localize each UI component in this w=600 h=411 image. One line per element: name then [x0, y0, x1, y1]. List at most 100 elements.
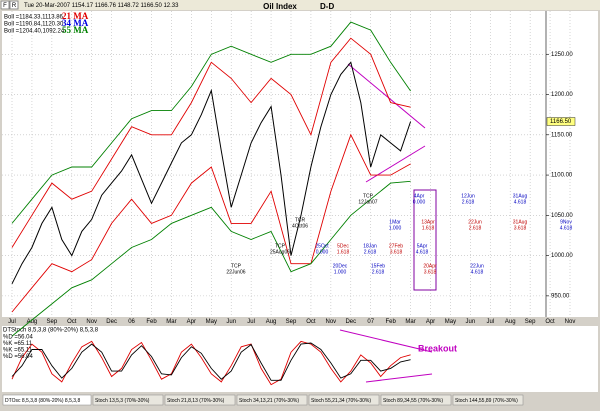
legend-label: Boll =1204.40,1092.24	[4, 29, 65, 35]
projection-ratio: 22Jun06	[226, 269, 245, 275]
tab-label[interactable]: Stoch 55,21,34 (70%-30%)	[311, 398, 371, 404]
tab-label[interactable]: Stoch 89,34,55 (70%-30%)	[383, 398, 443, 404]
x-tick-label: Aug	[27, 319, 38, 325]
x-tick-label: Jul	[247, 319, 255, 325]
projection-box	[413, 189, 437, 291]
tab[interactable]	[2, 394, 92, 406]
projection-ratio: 4.618	[471, 269, 484, 275]
tab[interactable]	[452, 394, 524, 406]
tab-label[interactable]: Stoch 34,13,21 (70%-30%)	[239, 398, 299, 404]
y-tick-label: 1150.00	[551, 132, 573, 138]
y-tick-label: 1050.00	[551, 213, 573, 219]
projection-date: 13Apr	[421, 219, 435, 225]
projection-ratio: 4.618	[514, 199, 527, 205]
series-line	[11, 133, 411, 313]
projection-ratio: 2.618	[469, 225, 482, 231]
button[interactable]	[9, 0, 19, 10]
projection-ratio: 3.618	[424, 269, 437, 275]
annotation: Breakout	[418, 343, 457, 353]
legend-name: 55 MA	[62, 25, 89, 35]
y-tick-label: 950.00	[551, 293, 570, 299]
tab-label[interactable]: Stoch 21,8,13 (70%-30%)	[167, 398, 225, 404]
tab[interactable]	[164, 394, 236, 406]
tab[interactable]	[380, 394, 452, 406]
x-tick-label: Oct	[306, 319, 316, 325]
projection-ratio: 25Aug06	[270, 249, 290, 255]
projection-ratio: 1.618	[422, 225, 435, 231]
x-tick-label: Sep	[47, 319, 58, 325]
projection-date: 12Jun	[461, 193, 475, 199]
projection-ratio: 3.618	[390, 249, 403, 255]
x-tick-label: Oct	[545, 319, 555, 325]
projection-ratio: 0.000	[316, 249, 329, 255]
x-tick-label: Aug	[266, 319, 277, 325]
projection-ratio: 2.618	[372, 269, 385, 275]
legend-label: %K =65.11	[3, 348, 33, 354]
y-tick-label: 1250.00	[551, 52, 573, 58]
y-tick-label: 1100.00	[551, 173, 573, 179]
projection-ratio: 4.618	[560, 225, 573, 231]
projection-ratio: 0.000	[413, 199, 426, 205]
quote: Tue 20-Mar-2007 1154.17 1166.76 1148.72 …	[24, 3, 179, 9]
projection-date: 31Aug	[513, 193, 528, 199]
x-tick-label: Mar	[405, 319, 415, 325]
panel-title: DTStoch 8,5,3,8 (80%-20%) 8,5,3,8	[3, 328, 99, 334]
projection-date: TCP	[231, 263, 242, 269]
trend-line	[339, 329, 433, 353]
stoch-panel	[2, 326, 598, 392]
projection-date: 1Mar	[389, 219, 401, 225]
projection-ratio: 3.618	[514, 225, 527, 231]
tab-label[interactable]: DTOsc 8,5,3,8 (80%-20%) 8,5,3,8	[5, 398, 80, 404]
button[interactable]	[0, 0, 10, 10]
projection-ratio: 1.000	[389, 225, 402, 231]
last-price-label: 1166.50	[550, 119, 572, 125]
x-tick-label: Jun	[226, 319, 236, 325]
last-price-box	[546, 117, 576, 126]
price-panel	[2, 11, 598, 317]
projection-date: 31Aug	[513, 219, 528, 225]
trend-lines	[339, 63, 437, 383]
series-line	[11, 37, 411, 248]
series-line	[11, 342, 411, 381]
toolbar	[0, 0, 600, 10]
x-tick-label: Feb	[146, 319, 157, 325]
x-tick-label: Jul	[486, 319, 494, 325]
projection-date: 22Jun	[468, 219, 482, 225]
button-label[interactable]: R	[12, 3, 17, 9]
projection-date: 5Apr	[417, 243, 428, 249]
projection-date: 25Oct	[315, 243, 329, 249]
projection-ratio: 2.618	[364, 249, 377, 255]
projection-date: 15Feb	[371, 263, 385, 269]
legend-name: 21 MA	[62, 11, 89, 21]
tab[interactable]	[308, 394, 380, 406]
x-tick-label: 07	[367, 319, 374, 325]
x-tick-label: Apr	[187, 319, 196, 325]
tab-label[interactable]: Stoch 144,55,89 (70%-30%)	[455, 398, 518, 404]
projection-date: 9Nov	[560, 219, 572, 225]
projection-ratio: 2.618	[462, 199, 475, 205]
x-tick-label: May	[445, 319, 456, 325]
button-label[interactable]: F	[3, 3, 7, 9]
projection-date: TCP	[275, 243, 286, 249]
x-tick-label: Jun	[466, 319, 476, 325]
projection-date: 22Jun	[470, 263, 484, 269]
x-tick-label: Nov	[565, 319, 576, 325]
trend-line	[365, 373, 433, 383]
x-tick-label: Feb	[385, 319, 396, 325]
series-line	[11, 61, 412, 285]
projection-date: TCR	[295, 217, 306, 223]
x-tick-label: 06	[128, 319, 135, 325]
projection-ratio: 12Jan07	[358, 199, 377, 205]
projection-date: 4Apr	[414, 193, 425, 199]
tab[interactable]	[236, 394, 308, 406]
x-tick-label: Sep	[286, 319, 297, 325]
projection-ratio: 1.618	[337, 249, 350, 255]
tab-label[interactable]: Stoch 13,5,3 (70%-30%)	[95, 398, 150, 404]
x-tick-label: Mar	[166, 319, 176, 325]
trend-line	[365, 145, 426, 183]
tab[interactable]	[92, 394, 164, 406]
chart-subtitle: D-D	[320, 2, 334, 11]
series-line	[11, 21, 411, 224]
x-tick-label: Aug	[505, 319, 516, 325]
